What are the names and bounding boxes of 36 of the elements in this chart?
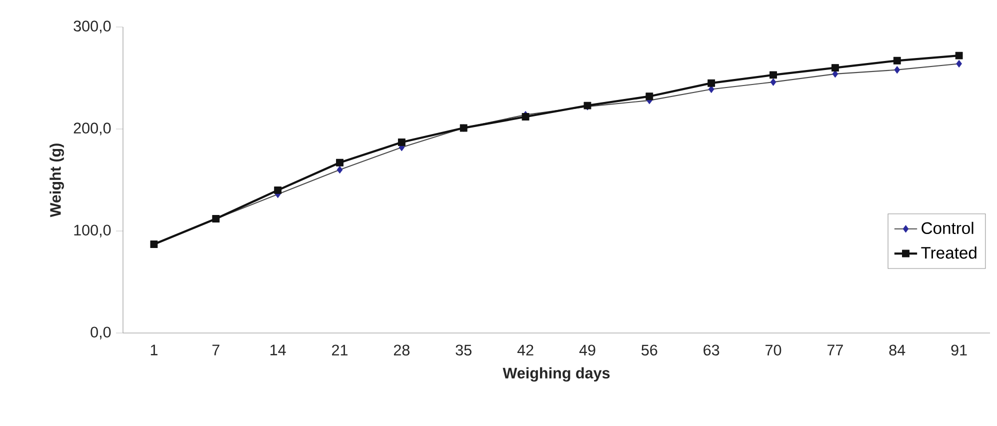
point [708,86,714,93]
point [893,56,901,64]
x-tick-label: 42 [517,344,534,356]
x-tick-label: 14 [270,344,286,356]
x-tick-label: 7 [212,344,220,356]
x-tick-label: 21 [332,344,348,356]
x-tick-label: 70 [766,344,782,356]
y-tick-label: 300,0 [74,20,111,34]
x-tick-label: 63 [704,344,720,356]
point [894,66,900,74]
point [956,60,962,68]
x-tick-label: 84 [889,344,906,356]
y-tick-label: 100,0 [74,224,111,238]
point [336,166,343,174]
point [398,138,406,146]
x-tick-label: 56 [642,344,658,356]
point [708,79,716,87]
legend-label: Treated [921,246,976,259]
y-tick-label: 200,0 [74,122,111,136]
point [831,64,839,72]
point [336,158,344,166]
y-axis-title: Weight (g) [50,144,64,218]
x-tick-label: 35 [456,344,472,356]
point [955,52,963,60]
x-tick-label: 91 [951,344,967,356]
legend-label: Control [922,222,974,234]
x-tick-label: 77 [827,344,843,356]
x-axis-title: Weighing days [502,367,610,382]
x-tick-label: 28 [394,344,410,356]
point [770,71,777,79]
point [274,186,282,194]
x-tick-label: 49 [579,344,596,356]
x-tick-label: 1 [150,344,158,356]
y-tick-label: 0,0 [90,326,111,340]
point [770,78,776,86]
point [646,92,654,100]
